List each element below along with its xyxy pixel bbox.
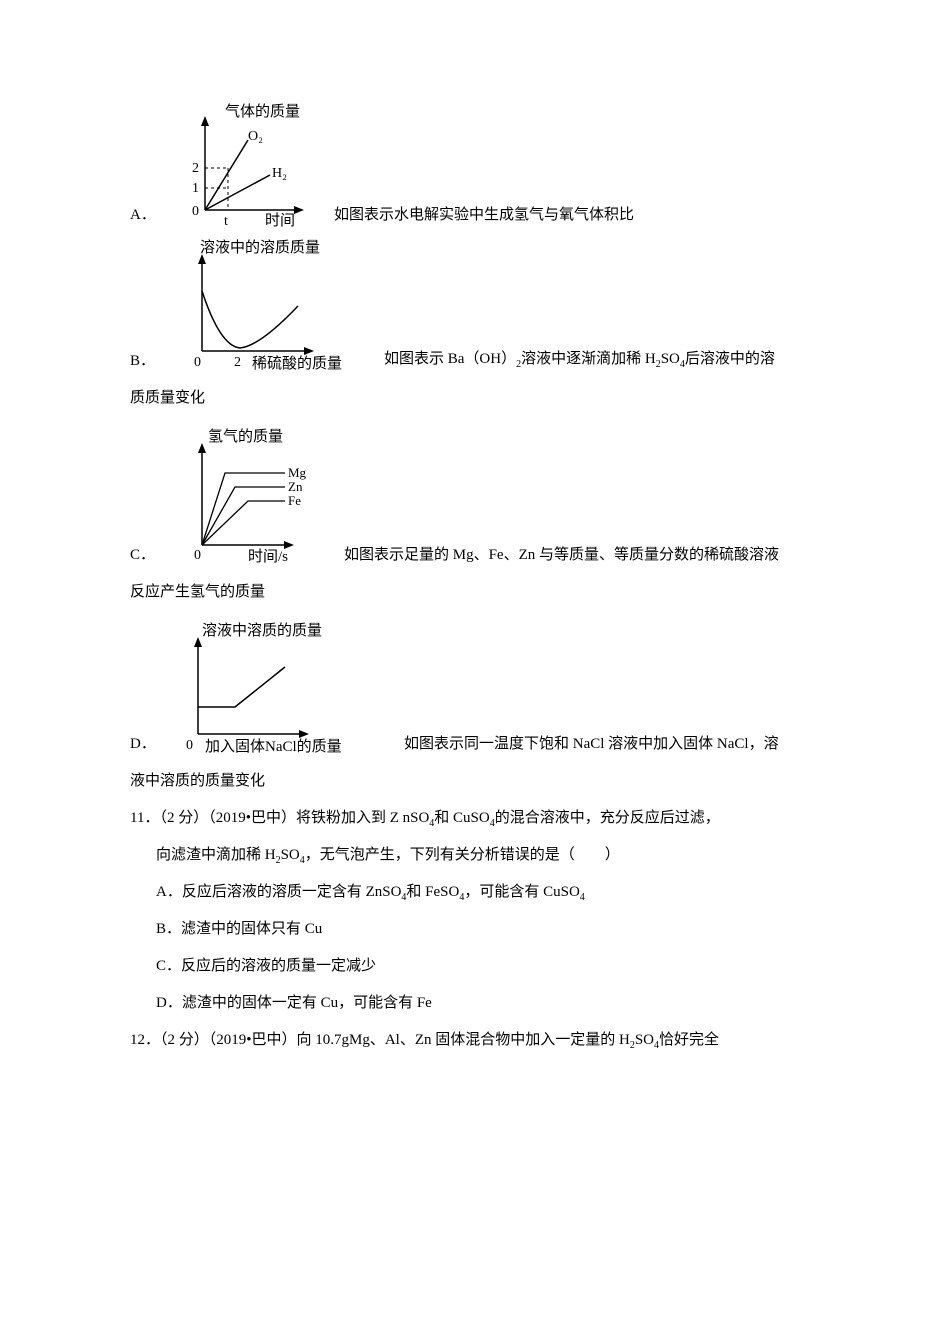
q11-optC: C．反应后的溶液的质量一定减少 (130, 950, 820, 983)
b-after-1: 如图表示 Ba（OH） (384, 351, 516, 367)
tick-1: 1 (192, 181, 199, 196)
series-h2: H₂ (272, 166, 287, 181)
q11-m2: 的混合溶液中，充分反应后过滤， (495, 810, 720, 826)
tick-b0: 0 (194, 355, 201, 370)
option-c-label: C． (130, 543, 170, 570)
option-a-row: A． 气体的质量 0 1 2 t 时间 O₂ H₂ 如图表示水电解实验中 (130, 100, 820, 230)
series-fe: Fe (288, 493, 301, 508)
q12-p: 12．（2 分）（2019•巴中）向 10.7gMg、Al、Zn 固体混合物中加… (130, 1032, 630, 1048)
option-a-chart: 气体的质量 0 1 2 t 时间 O₂ H₂ (170, 100, 330, 230)
series-zn: Zn (288, 479, 303, 494)
option-c-row: C． 氢气的质量 0 时间/s Mg Zn Fe 如图表示足量的 Mg、Fe、Z… (130, 425, 820, 570)
option-a-aftertext: 如图表示水电解实验中生成氢气与氧气体积比 (330, 203, 634, 230)
option-c-continuation: 反应产生氢气的质量 (130, 576, 820, 609)
q12-m: SO (635, 1032, 654, 1048)
option-b-aftertext: 如图表示 Ba（OH）2溶液中逐渐滴加稀 H2SO4后溶液中的溶 (380, 347, 775, 376)
chart-c-svg: 氢气的质量 0 时间/s Mg Zn Fe (170, 425, 340, 570)
q11-line2: 向滤渣中滴加稀 H2SO4，无气泡产生，下列有关分析错误的是（ ） (130, 839, 820, 872)
tick-c0: 0 (194, 548, 201, 563)
tick-0: 0 (192, 204, 199, 219)
q12-e: 恰好完全 (659, 1032, 719, 1048)
chart-a-svg: 气体的质量 0 1 2 t 时间 O₂ H₂ (170, 100, 330, 230)
q11-l2p: 向滤渣中滴加稀 H (156, 847, 276, 863)
q11-optA: A．反应后溶液的溶质一定含有 ZnSO4和 FeSO4，可能含有 CuSO4 (130, 876, 820, 909)
option-b-continuation: 质质量变化 (130, 382, 820, 415)
chart-d-xtitle: 加入固体NaCl的质量 (205, 738, 342, 755)
chart-d-svg: 溶液中溶质的质量 0 加入固体NaCl的质量 (170, 619, 400, 759)
chart-b-svg: 溶液中的溶质质量 0 2 稀硫酸的质量 (170, 236, 380, 376)
chart-c-ytitle: 氢气的质量 (208, 428, 283, 445)
tick-2: 2 (192, 161, 199, 176)
q12-line1: 12．（2 分）（2019•巴中）向 10.7gMg、Al、Zn 固体混合物中加… (130, 1024, 820, 1057)
q11-l2e: ，无气泡产生，下列有关分析错误的是（ ） (305, 847, 620, 863)
option-d-chart: 溶液中溶质的质量 0 加入固体NaCl的质量 (170, 619, 400, 759)
chart-d-ytitle: 溶液中溶质的质量 (202, 622, 322, 639)
chart-a-ytitle: 气体的质量 (225, 103, 300, 120)
q11-optD: D．滤渣中的固体一定有 Cu，可能含有 Fe (130, 987, 820, 1020)
q11-line1: 11．（2 分）（2019•巴中）将铁粉加入到 Z nSO4和 CuSO4的混合… (130, 802, 820, 835)
option-c-aftertext: 如图表示足量的 Mg、Fe、Zn 与等质量、等质量分数的稀硫酸溶液 (340, 543, 779, 570)
option-d-label: D． (130, 732, 170, 759)
option-d-row: D． 溶液中溶质的质量 0 加入固体NaCl的质量 如图表示同一温度下饱和 Na… (130, 619, 820, 759)
chart-c-xtitle: 时间/s (248, 548, 288, 565)
q11a-3: ，可能含有 CuSO (464, 884, 579, 900)
q11-l2m: SO (281, 847, 300, 863)
tick-b2: 2 (234, 355, 241, 370)
q11-m1: 和 CuSO (434, 810, 489, 826)
q11a-1: A．反应后溶液的溶质一定含有 ZnSO (156, 884, 401, 900)
option-d-aftertext: 如图表示同一温度下饱和 NaCl 溶液中加入固体 NaCl，溶 (400, 732, 779, 759)
chart-a-xtitle: 时间 (265, 212, 295, 229)
q11-optB: B．滤渣中的固体只有 Cu (130, 913, 820, 946)
tick-t: t (224, 214, 228, 229)
chart-b-xtitle: 稀硫酸的质量 (252, 355, 342, 372)
b-after-4: 后溶液中的溶 (685, 351, 775, 367)
b-after-2: 溶液中逐渐滴加稀 H (521, 351, 656, 367)
series-o2: O₂ (248, 129, 263, 144)
q11a-s3: 4 (580, 892, 585, 903)
tick-d0: 0 (186, 738, 193, 753)
option-c-chart: 氢气的质量 0 时间/s Mg Zn Fe (170, 425, 340, 570)
b-after-3: SO (661, 351, 680, 367)
q11a-2: 和 FeSO (406, 884, 459, 900)
option-b-chart: 溶液中的溶质质量 0 2 稀硫酸的质量 (170, 236, 380, 376)
option-b-label: B． (130, 349, 170, 376)
chart-b-ytitle: 溶液中的溶质质量 (200, 239, 320, 256)
option-b-row: B． 溶液中的溶质质量 0 2 稀硫酸的质量 如图表示 Ba（OH）2溶液中逐渐… (130, 236, 820, 376)
option-a-label: A． (130, 203, 170, 230)
q11-num: 11．（2 分）（2019•巴中）将铁粉加入到 Z nSO (130, 810, 429, 826)
series-mg: Mg (288, 465, 307, 480)
option-d-continuation: 液中溶质的质量变化 (130, 765, 820, 798)
